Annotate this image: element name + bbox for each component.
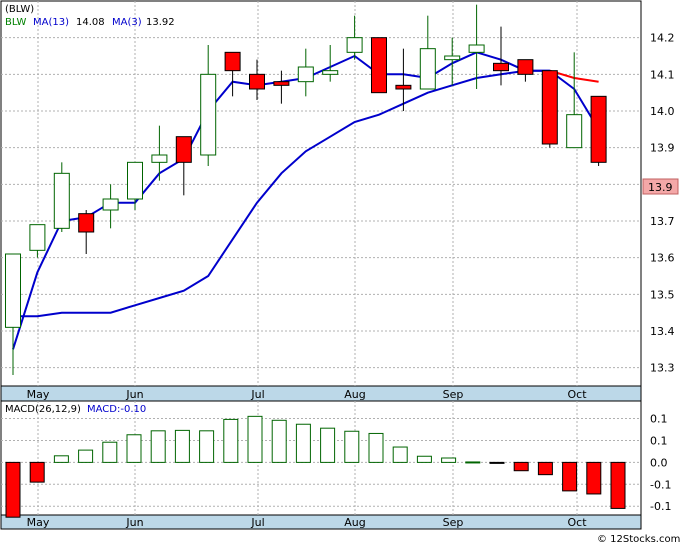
candle-body bbox=[444, 55, 461, 61]
last-price-label: 13.9 bbox=[648, 181, 673, 194]
candle-body bbox=[127, 161, 143, 200]
price-month-label: Aug bbox=[344, 388, 365, 401]
price-tick-label: 13.3 bbox=[650, 362, 675, 375]
candle-body bbox=[53, 172, 70, 229]
macd-bar bbox=[247, 415, 263, 463]
price-tick-label: 13.4 bbox=[650, 325, 675, 338]
macd-bar bbox=[150, 430, 166, 463]
macd-month-label: Jun bbox=[125, 516, 143, 529]
macd-bar bbox=[489, 461, 505, 464]
price-tick-label: 14.0 bbox=[650, 105, 675, 118]
price-month-label: Jul bbox=[250, 388, 264, 401]
price-tick-label: 14.2 bbox=[650, 32, 675, 45]
price-tick-label: 14.1 bbox=[650, 68, 675, 81]
candle-body bbox=[517, 59, 534, 75]
macd-bar bbox=[465, 461, 481, 464]
macd-bar bbox=[53, 455, 69, 463]
candle-body bbox=[322, 70, 339, 75]
macd-tick-label: -0.1 bbox=[650, 478, 671, 491]
macd-month-label: Sep bbox=[443, 516, 464, 529]
macd-bar bbox=[102, 441, 118, 463]
candle-body bbox=[590, 95, 607, 163]
chart-title: (BLW) bbox=[5, 4, 34, 15]
candle-body bbox=[5, 253, 21, 328]
macd-bar bbox=[223, 418, 239, 463]
legend-ma13-label: MA(13) bbox=[33, 17, 69, 28]
candle-body bbox=[371, 37, 387, 94]
candle-body bbox=[200, 73, 217, 156]
macd-bar bbox=[562, 461, 578, 492]
candle-body bbox=[468, 44, 485, 53]
macd-bar bbox=[295, 423, 311, 463]
macd-tick-label: -0.1 bbox=[650, 500, 671, 513]
candle-body bbox=[175, 136, 192, 163]
candle-body bbox=[419, 48, 436, 90]
macd-month-label: Jul bbox=[250, 516, 264, 529]
price-month-label: Sep bbox=[443, 388, 464, 401]
macd-bar bbox=[199, 430, 215, 463]
macd-bar bbox=[344, 430, 360, 463]
macd-tick-label: 0.1 bbox=[650, 413, 668, 426]
macd-bar bbox=[610, 461, 626, 509]
price-month-label: Jun bbox=[125, 388, 143, 401]
candle-body bbox=[566, 114, 583, 149]
macd-title: MACD(26,12,9) bbox=[5, 404, 81, 415]
candle-body bbox=[541, 70, 558, 145]
legend-blw: BLW bbox=[5, 17, 27, 28]
legend-ma3-value: 13.92 bbox=[146, 17, 175, 28]
macd-month-strip bbox=[0, 514, 642, 530]
candle-body bbox=[493, 62, 509, 72]
macd-bar bbox=[368, 432, 384, 463]
price-tick-label: 13.9 bbox=[650, 142, 675, 155]
candle-body bbox=[29, 224, 46, 251]
macd-bar bbox=[174, 429, 190, 463]
macd-bar bbox=[5, 461, 21, 518]
candle-body bbox=[273, 81, 290, 86]
macd-month-label: Oct bbox=[567, 516, 587, 529]
candle-body bbox=[102, 198, 119, 211]
macd-tick-label: 0.0 bbox=[650, 456, 668, 469]
last-price-box bbox=[642, 178, 679, 195]
macd-month-label: Aug bbox=[344, 516, 365, 529]
legend-ma13-value: 14.08 bbox=[76, 17, 105, 28]
price-month-label: Oct bbox=[567, 388, 587, 401]
macd-bar bbox=[392, 446, 408, 463]
macd-bar bbox=[320, 427, 336, 463]
candle-body bbox=[395, 84, 412, 90]
price-tick-label: 13.6 bbox=[650, 252, 675, 265]
price-month-strip bbox=[0, 385, 642, 402]
candle-body bbox=[346, 37, 363, 53]
macd-bar bbox=[29, 461, 45, 483]
ma3-line bbox=[13, 69, 550, 318]
macd-bar bbox=[78, 449, 94, 463]
macd-bar bbox=[537, 461, 553, 476]
macd-bar bbox=[586, 461, 602, 495]
candle-body bbox=[297, 66, 314, 83]
copyright: © 12Stocks.com bbox=[597, 534, 680, 545]
macd-bar bbox=[271, 419, 287, 463]
legend-ma3-label: MA(3) bbox=[112, 17, 142, 28]
price-tick-label: 13.5 bbox=[650, 288, 675, 301]
price-tick-label: 13.7 bbox=[650, 215, 675, 228]
macd-bar bbox=[513, 461, 529, 472]
price-month-label: May bbox=[27, 388, 50, 401]
macd-tick-label: 0.1 bbox=[650, 434, 668, 447]
candle-body bbox=[224, 51, 241, 72]
macd-bar bbox=[441, 457, 457, 463]
candle-body bbox=[78, 213, 95, 233]
price-panel bbox=[0, 0, 642, 387]
macd-bar bbox=[416, 455, 432, 463]
candle-body bbox=[249, 73, 265, 90]
candle-body bbox=[151, 154, 168, 163]
macd-bar bbox=[126, 434, 142, 463]
macd-legend: MACD:-0.10 bbox=[87, 404, 146, 415]
macd-month-label: May bbox=[27, 516, 50, 529]
